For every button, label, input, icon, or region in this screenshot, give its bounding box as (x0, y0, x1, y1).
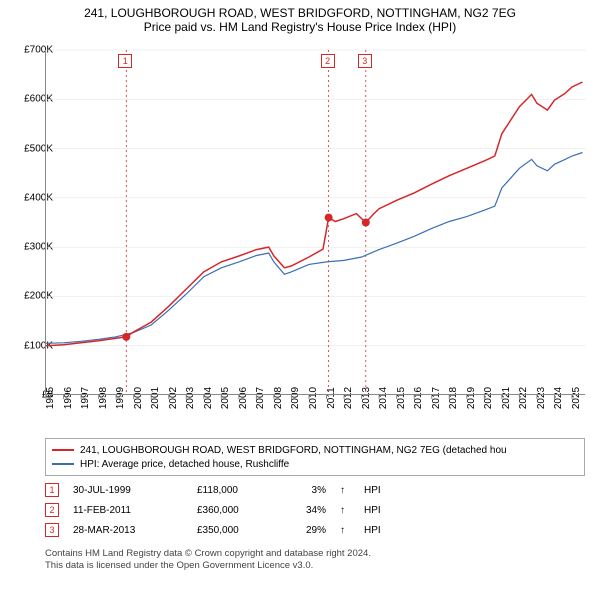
legend-item-hpi: HPI: Average price, detached house, Rush… (52, 457, 578, 471)
event-date: 28-MAR-2013 (73, 525, 183, 536)
footer: Contains HM Land Registry data © Crown c… (45, 548, 371, 573)
legend-item-property: 241, LOUGHBOROUGH ROAD, WEST BRIDGFORD, … (52, 443, 578, 457)
event-marker: 2 (45, 503, 59, 517)
sale-marker-dot (122, 333, 130, 341)
event-pct: 34% (291, 505, 326, 516)
legend-swatch-hpi (52, 463, 74, 465)
sale-marker-label: 2 (321, 54, 335, 68)
legend-label-property: 241, LOUGHBOROUGH ROAD, WEST BRIDGFORD, … (80, 445, 507, 456)
event-price: £360,000 (197, 505, 277, 516)
event-pct: 3% (291, 485, 326, 496)
event-row: 2 11-FEB-2011 £360,000 34% ↑ HPI (45, 500, 585, 520)
event-hpi-label: HPI (364, 505, 381, 516)
arrow-up-icon: ↑ (340, 485, 350, 496)
footer-line2: This data is licensed under the Open Gov… (45, 560, 371, 572)
arrow-up-icon: ↑ (340, 505, 350, 516)
event-pct: 29% (291, 525, 326, 536)
event-hpi-label: HPI (364, 485, 381, 496)
title-line1: 241, LOUGHBOROUGH ROAD, WEST BRIDGFORD, … (10, 6, 590, 20)
event-row: 3 28-MAR-2013 £350,000 29% ↑ HPI (45, 520, 585, 540)
event-marker: 1 (45, 483, 59, 497)
chart-plot-area (45, 50, 585, 395)
sale-marker-dot (362, 219, 370, 227)
legend-label-hpi: HPI: Average price, detached house, Rush… (80, 459, 289, 470)
legend: 241, LOUGHBOROUGH ROAD, WEST BRIDGFORD, … (45, 438, 585, 476)
event-row: 1 30-JUL-1999 £118,000 3% ↑ HPI (45, 480, 585, 500)
event-price: £350,000 (197, 525, 277, 536)
event-price: £118,000 (197, 485, 277, 496)
event-hpi-label: HPI (364, 525, 381, 536)
event-marker: 3 (45, 523, 59, 537)
title-block: 241, LOUGHBOROUGH ROAD, WEST BRIDGFORD, … (0, 0, 600, 36)
events-table: 1 30-JUL-1999 £118,000 3% ↑ HPI 2 11-FEB-2011 £3… (45, 480, 585, 540)
sale-marker-dot (325, 214, 333, 222)
legend-swatch-property (52, 449, 74, 451)
sale-marker-label: 1 (118, 54, 132, 68)
footer-line1: Contains HM Land Registry data © Crown c… (45, 548, 371, 560)
arrow-up-icon: ↑ (340, 525, 350, 536)
event-date: 30-JUL-1999 (73, 485, 183, 496)
sale-marker-label: 3 (358, 54, 372, 68)
event-date: 11-FEB-2011 (73, 505, 183, 516)
chart-container: 241, LOUGHBOROUGH ROAD, WEST BRIDGFORD, … (0, 0, 600, 590)
chart-svg (46, 50, 585, 394)
title-line2: Price paid vs. HM Land Registry's House … (10, 20, 590, 34)
